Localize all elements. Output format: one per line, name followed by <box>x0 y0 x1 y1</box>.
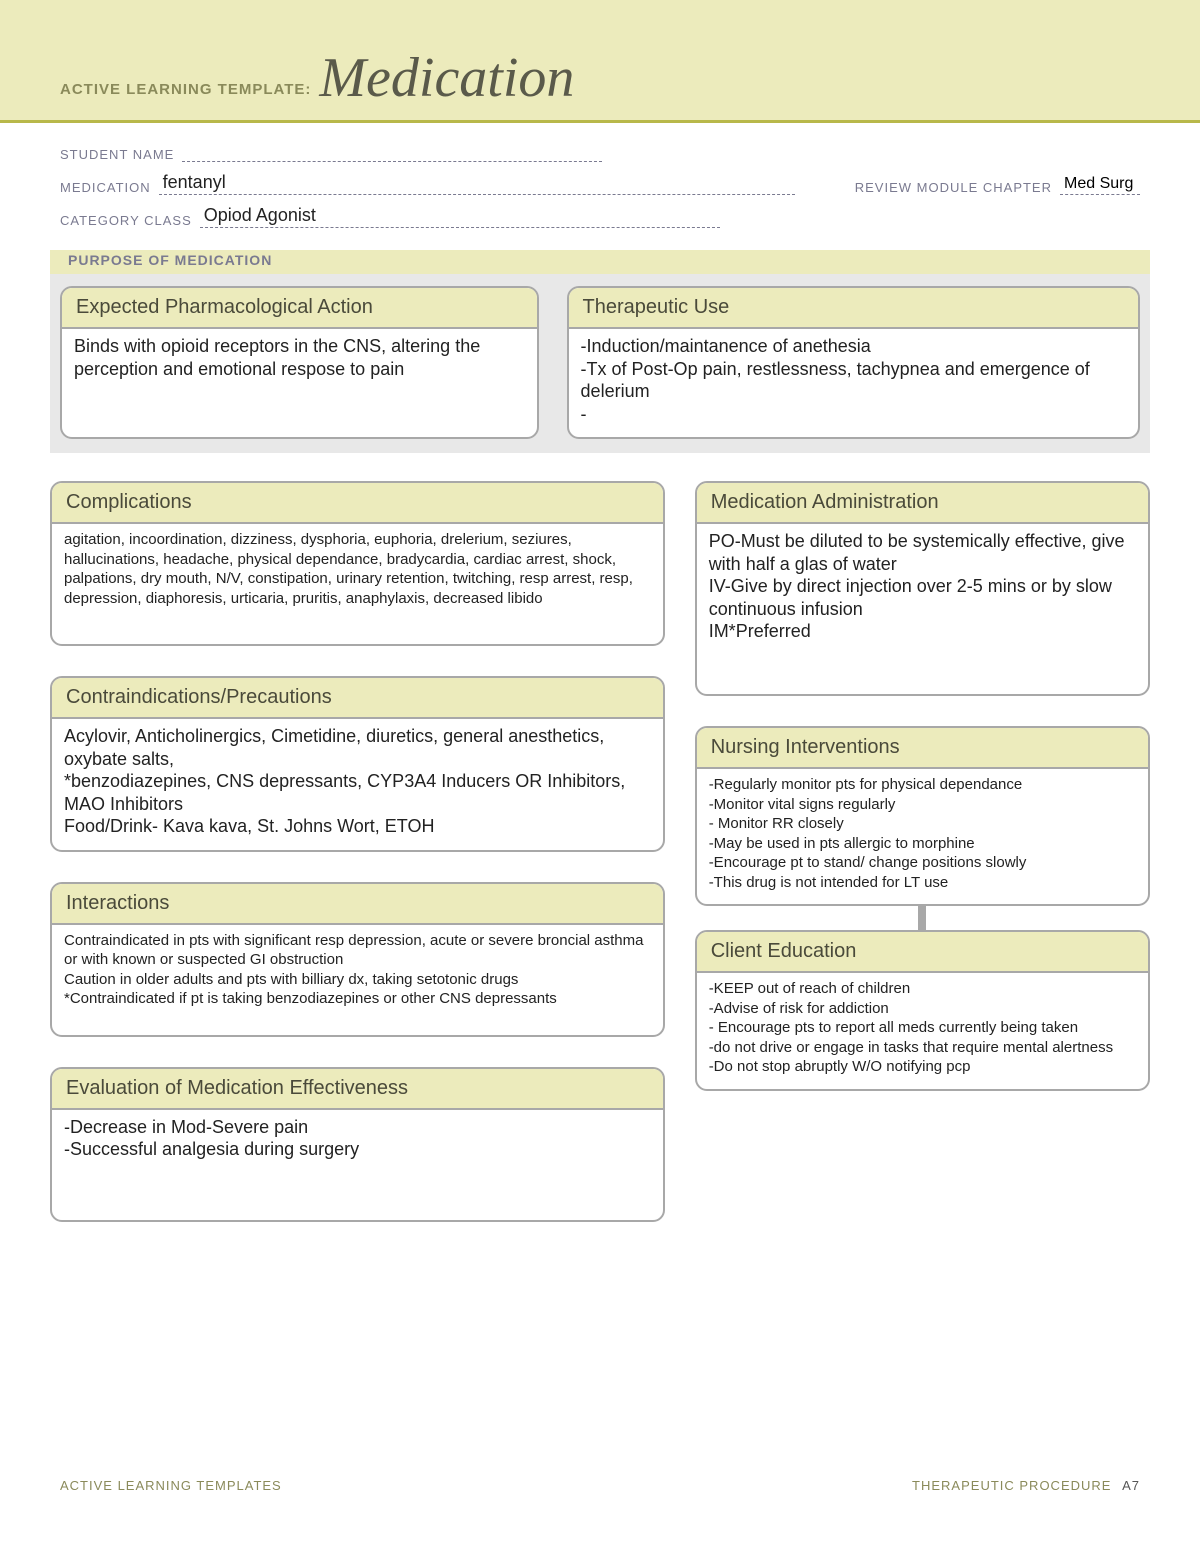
student-row: STUDENT NAME <box>60 147 1140 162</box>
interactions-card: Interactions Contraindicated in pts with… <box>50 882 665 1037</box>
contraindications-card: Contraindications/Precautions Acylovir, … <box>50 676 665 852</box>
med-admin-card: Medication Administration PO-Must be dil… <box>695 481 1150 696</box>
info-block: STUDENT NAME MEDICATION fentanyl REVIEW … <box>0 123 1200 250</box>
right-column: Medication Administration PO-Must be dil… <box>695 481 1150 1222</box>
student-label: STUDENT NAME <box>60 147 174 162</box>
interactions-title: Interactions <box>52 884 663 925</box>
contraindications-title: Contraindications/Precautions <box>52 678 663 719</box>
left-column: Complications agitation, incoordination,… <box>50 481 665 1222</box>
therapeutic-use-card: Therapeutic Use -Induction/maintanence o… <box>567 286 1140 439</box>
template-title: Medication <box>319 46 574 110</box>
footer-page: A7 <box>1122 1478 1140 1493</box>
contraindications-body: Acylovir, Anticholinergics, Cimetidine, … <box>52 719 663 850</box>
purpose-section-title: PURPOSE OF MEDICATION <box>68 252 272 268</box>
evaluation-card: Evaluation of Medication Effectiveness -… <box>50 1067 665 1222</box>
education-body: -KEEP out of reach of children -Advise o… <box>697 973 1148 1089</box>
footer-right-text: THERAPEUTIC PROCEDURE <box>912 1478 1111 1493</box>
medication-row: MEDICATION fentanyl REVIEW MODULE CHAPTE… <box>60 172 1140 195</box>
education-title: Client Education <box>697 932 1148 973</box>
complications-body: agitation, incoordination, dizziness, dy… <box>52 524 663 644</box>
therapeutic-use-body: -Induction/maintanence of anethesia -Tx … <box>569 329 1138 437</box>
med-admin-body: PO-Must be diluted to be systemically ef… <box>697 524 1148 694</box>
evaluation-title: Evaluation of Medication Effectiveness <box>52 1069 663 1110</box>
evaluation-body: -Decrease in Mod-Severe pain -Successful… <box>52 1110 663 1220</box>
therapeutic-use-title: Therapeutic Use <box>569 288 1138 329</box>
medication-value: fentanyl <box>159 172 795 195</box>
med-admin-title: Medication Administration <box>697 483 1148 524</box>
template-type-label: ACTIVE LEARNING TEMPLATE: <box>60 81 311 98</box>
pharm-action-body: Binds with opioid receptors in the CNS, … <box>62 329 537 392</box>
header-band: ACTIVE LEARNING TEMPLATE: Medication <box>0 0 1200 120</box>
complications-card: Complications agitation, incoordination,… <box>50 481 665 646</box>
pharm-action-card: Expected Pharmacological Action Binds wi… <box>60 286 539 439</box>
connector-line <box>918 906 926 930</box>
student-value <box>182 160 602 162</box>
category-row: CATEGORY CLASS Opiod Agonist <box>60 205 1140 228</box>
nursing-body: -Regularly monitor pts for physical depe… <box>697 769 1148 904</box>
interactions-body: Contraindicated in pts with significant … <box>52 925 663 1035</box>
footer: ACTIVE LEARNING TEMPLATES THERAPEUTIC PR… <box>60 1478 1140 1493</box>
footer-left: ACTIVE LEARNING TEMPLATES <box>60 1478 282 1493</box>
nursing-title: Nursing Interventions <box>697 728 1148 769</box>
review-value: Med Surg <box>1060 175 1140 195</box>
review-label: REVIEW MODULE CHAPTER <box>855 180 1052 195</box>
purpose-panel: PURPOSE OF MEDICATION Expected Pharmacol… <box>50 250 1150 453</box>
education-card: Client Education -KEEP out of reach of c… <box>695 930 1150 1091</box>
nursing-card: Nursing Interventions -Regularly monitor… <box>695 726 1150 906</box>
medication-label: MEDICATION <box>60 180 151 195</box>
complications-title: Complications <box>52 483 663 524</box>
category-value: Opiod Agonist <box>200 205 720 228</box>
footer-right: THERAPEUTIC PROCEDURE A7 <box>912 1478 1140 1493</box>
category-label: CATEGORY CLASS <box>60 213 192 228</box>
pharm-action-title: Expected Pharmacological Action <box>62 288 537 329</box>
main-grid: Complications agitation, incoordination,… <box>0 453 1200 1222</box>
